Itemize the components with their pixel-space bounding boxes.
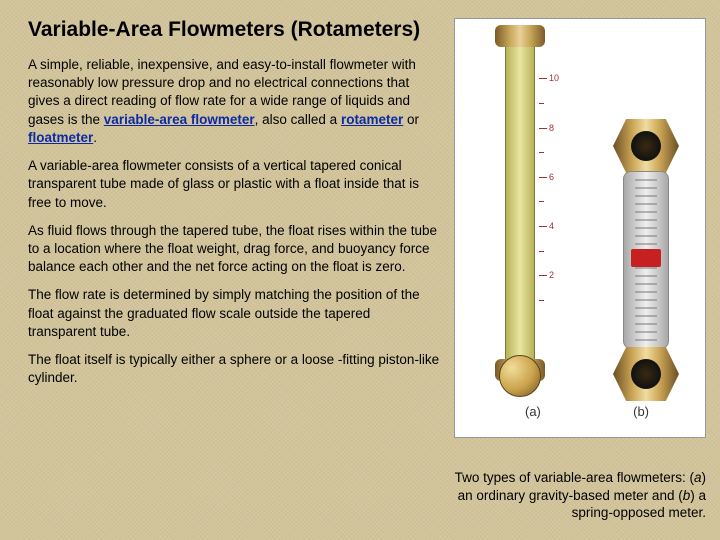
caption-text-1: Two types of variable-area flowmeters: ( (455, 470, 694, 485)
paragraph-5: The float itself is typically either a s… (28, 351, 440, 387)
page-title: Variable-Area Flowmeters (Rotameters) (28, 18, 440, 42)
p1-text-d: . (93, 130, 97, 145)
figure-panel: 10 8 6 4 2 (a) (b) (454, 18, 706, 438)
paragraph-3: As fluid flows through the tapered tube,… (28, 222, 440, 277)
keyword-variable-area: variable-area flowmeter (104, 112, 255, 127)
scale-tick-label: 8 (549, 123, 554, 133)
scale-minor-tick (539, 201, 544, 202)
rotameter-a-float (499, 355, 541, 397)
scale-tick-label: 2 (549, 270, 554, 280)
paragraph-2: A variable-area flowmeter consists of a … (28, 157, 440, 212)
caption-ital-a: a (694, 470, 702, 485)
scale-minor-tick (539, 152, 544, 153)
rotameter-b-top-port (631, 131, 661, 161)
paragraph-1: A simple, reliable, inexpensive, and eas… (28, 56, 440, 147)
rotameter-a: 10 8 6 4 2 (a) (475, 25, 565, 421)
slide-page: Variable-Area Flowmeters (Rotameters) A … (0, 0, 720, 540)
scale-minor-tick (539, 103, 544, 104)
figure-label-a: (a) (525, 404, 541, 419)
text-column: Variable-Area Flowmeters (Rotameters) A … (28, 18, 448, 530)
scale-tick (539, 275, 547, 276)
rotameter-b-bottom-nut (613, 347, 679, 401)
rotameter-b-label-plate (631, 249, 661, 267)
figure-caption: Two types of variable-area flowmeters: (… (450, 469, 706, 522)
keyword-rotameter: rotameter (341, 112, 403, 127)
rotameter-b-top-nut (613, 119, 679, 173)
rotameter-b: (b) (601, 119, 691, 419)
rotameter-a-tube (505, 47, 535, 359)
rotameter-a-top-cap (495, 25, 545, 47)
scale-tick (539, 128, 547, 129)
scale-tick-label: 6 (549, 172, 554, 182)
scale-minor-tick (539, 300, 544, 301)
scale-minor-tick (539, 251, 544, 252)
p1-text-b: , also called a (255, 112, 341, 127)
p1-text-c: or (403, 112, 419, 127)
rotameter-a-scale: 10 8 6 4 2 (539, 55, 561, 345)
figure-column: 10 8 6 4 2 (a) (b) Two types of variable-are… (448, 18, 710, 530)
scale-tick (539, 78, 547, 79)
scale-tick (539, 226, 547, 227)
figure-label-b: (b) (633, 404, 649, 419)
scale-tick (539, 177, 547, 178)
keyword-floatmeter: floatmeter (28, 130, 93, 145)
scale-tick-label: 10 (549, 73, 559, 83)
paragraph-4: The flow rate is determined by simply ma… (28, 286, 440, 341)
scale-tick-label: 4 (549, 221, 554, 231)
rotameter-b-bottom-port (631, 359, 661, 389)
